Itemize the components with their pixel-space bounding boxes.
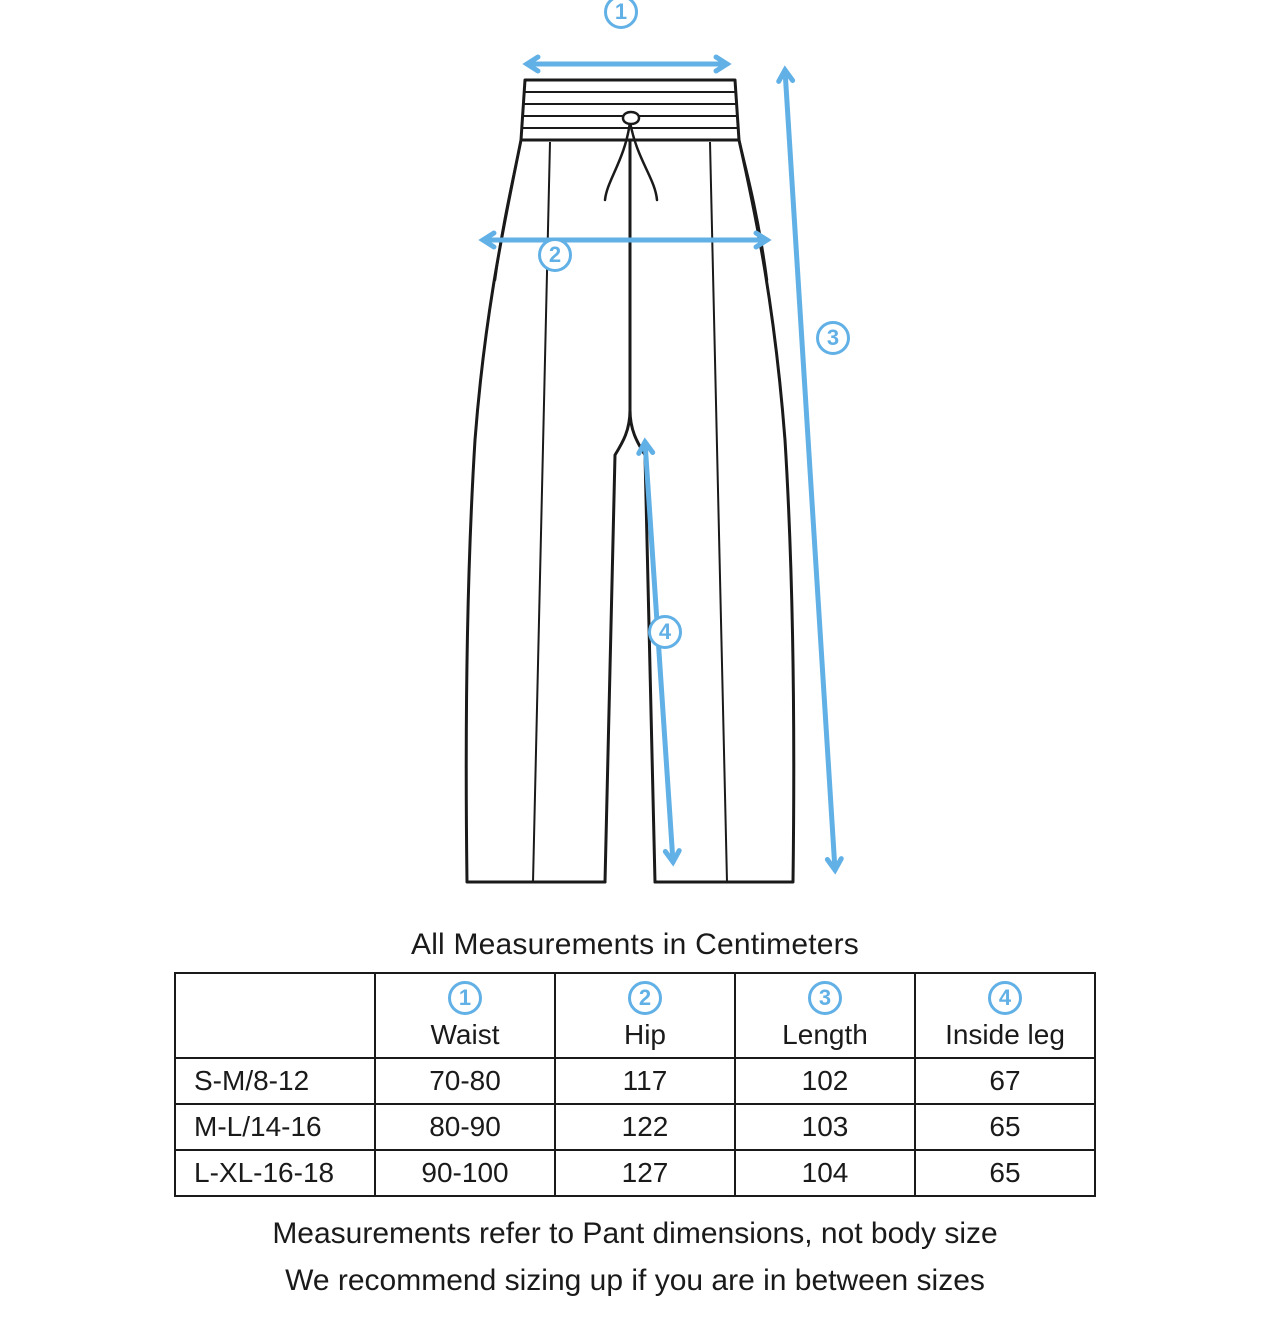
row-label: L-XL-16-18: [175, 1150, 375, 1196]
table-header-length: 3 Length: [735, 973, 915, 1058]
row-label: M-L/14-16: [175, 1104, 375, 1150]
table-header-blank: [175, 973, 375, 1058]
cell: 127: [555, 1150, 735, 1196]
column-marker-3: 3: [808, 981, 842, 1015]
table-header-inside-leg: 4 Inside leg: [915, 973, 1095, 1058]
cell: 117: [555, 1058, 735, 1104]
cell: 67: [915, 1058, 1095, 1104]
cell: 102: [735, 1058, 915, 1104]
table-row: L-XL-16-1890-10012710465: [175, 1150, 1095, 1196]
column-label: Hip: [566, 1019, 724, 1051]
table-row: S-M/8-1270-8011710267: [175, 1058, 1095, 1104]
column-label: Waist: [386, 1019, 544, 1051]
cell: 70-80: [375, 1058, 555, 1104]
column-marker-2: 2: [628, 981, 662, 1015]
diagram-container: 1234: [60, 10, 1210, 920]
note-line: Measurements refer to Pant dimensions, n…: [60, 1211, 1210, 1258]
notes: Measurements refer to Pant dimensions, n…: [60, 1211, 1210, 1304]
cell: 65: [915, 1150, 1095, 1196]
row-label: S-M/8-12: [175, 1058, 375, 1104]
cell: 122: [555, 1104, 735, 1150]
cell: 90-100: [375, 1150, 555, 1196]
pants-diagram: 1234: [355, 10, 915, 920]
size-chart-page: 1 2 3 4 All Measurements in Centimeters 1 Wa…: [0, 0, 1270, 1334]
column-marker-4: 4: [988, 981, 1022, 1015]
table-header-hip: 2 Hip: [555, 973, 735, 1058]
diagram-marker-3: 3: [816, 321, 850, 355]
column-label: Inside leg: [926, 1019, 1084, 1051]
column-label: Length: [746, 1019, 904, 1051]
diagram-marker-2: 2: [538, 238, 572, 272]
caption: All Measurements in Centimeters: [60, 928, 1210, 962]
table-row: M-L/14-1680-9012210365: [175, 1104, 1095, 1150]
cell: 103: [735, 1104, 915, 1150]
cell: 104: [735, 1150, 915, 1196]
note-line: We recommend sizing up if you are in bet…: [60, 1258, 1210, 1305]
table-header-waist: 1 Waist: [375, 973, 555, 1058]
size-table: 1 Waist 2 Hip 3 Length 4 Inside leg S-M/8-1270-8…: [174, 972, 1096, 1197]
cell: 65: [915, 1104, 1095, 1150]
diagram-marker-4: 4: [648, 615, 682, 649]
column-marker-1: 1: [448, 981, 482, 1015]
cell: 80-90: [375, 1104, 555, 1150]
